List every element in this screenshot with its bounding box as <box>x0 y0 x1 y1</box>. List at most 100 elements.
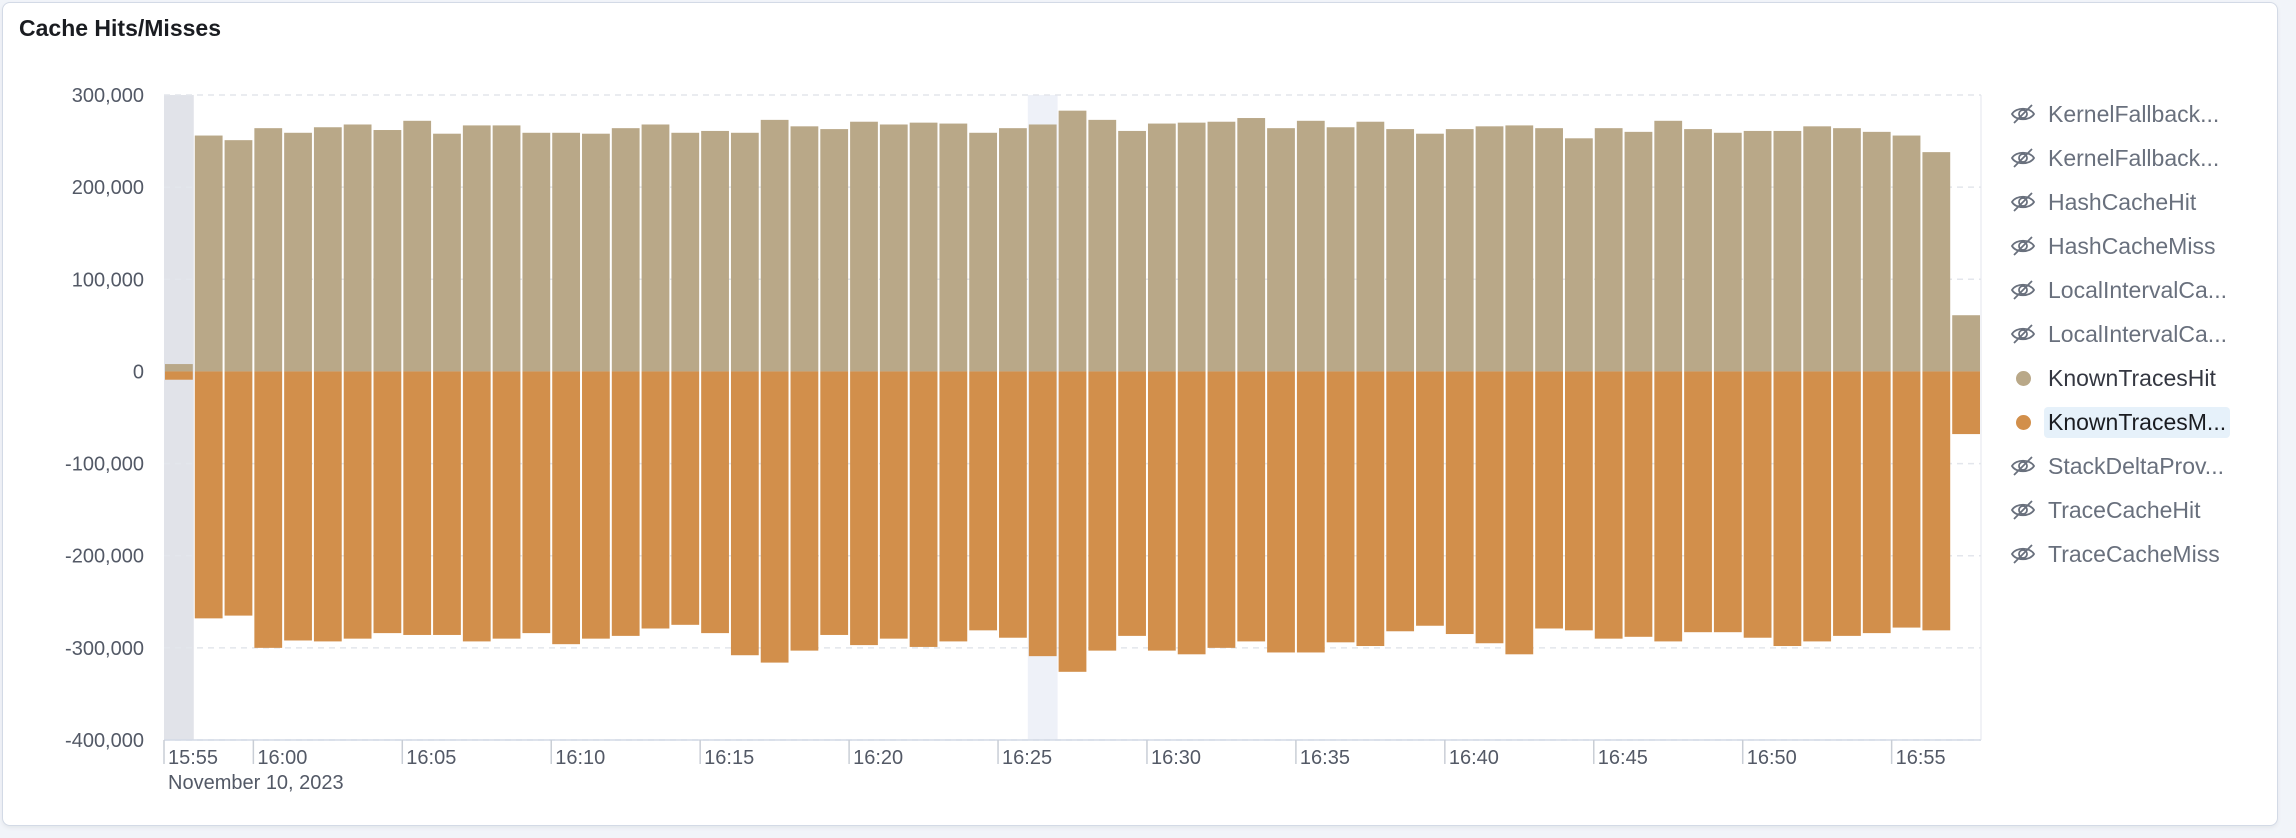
x-tick-label: 16:35 <box>1300 747 1350 769</box>
bar-knowntracesmiss <box>284 371 312 641</box>
eye-closed-icon <box>2010 99 2044 129</box>
legend-item-label: StackDeltaProv... <box>2048 452 2224 479</box>
bar-knowntraceshit <box>1803 126 1832 372</box>
legend-item[interactable]: HashCacheMiss <box>2010 224 2250 268</box>
bar-knowntracesmiss <box>1267 371 1295 653</box>
bar-knowntraceshit <box>671 132 700 372</box>
bar-knowntraceshit <box>879 124 908 372</box>
bar-knowntraceshit <box>1624 131 1653 372</box>
bar-knowntracesmiss <box>462 371 491 642</box>
bar-knowntracesmiss <box>730 371 759 656</box>
legend-item[interactable]: LocalIntervalCa... <box>2010 268 2250 312</box>
legend-item[interactable]: LocalIntervalCa... <box>2010 312 2250 356</box>
bar-knowntraceshit <box>224 140 253 372</box>
x-tick-label: 16:40 <box>1449 747 1499 769</box>
y-tick-label: 200,000 <box>72 177 144 199</box>
legend-item[interactable]: KernelFallback... <box>2010 92 2250 136</box>
legend-item[interactable]: KernelFallback... <box>2010 136 2250 180</box>
bar-knowntraceshit <box>1028 124 1057 372</box>
bar-knowntracesmiss <box>403 371 432 635</box>
legend-item[interactable]: StackDeltaProv... <box>2010 444 2250 488</box>
bar-knowntraceshit <box>1773 130 1802 372</box>
legend-item-label: TraceCacheHit <box>2048 496 2201 523</box>
x-tick-label: 16:05 <box>406 747 456 769</box>
bar-knowntraceshit <box>313 127 342 372</box>
legend-item-label: LocalIntervalCa... <box>2048 276 2227 303</box>
eye-closed-icon <box>2010 495 2044 525</box>
bar-knowntracesmiss <box>879 371 908 639</box>
y-tick-label: -400,000 <box>65 730 144 752</box>
bar-knowntracesmiss <box>1296 371 1325 653</box>
bar-knowntraceshit <box>999 128 1027 372</box>
highlight-band <box>164 95 194 740</box>
legend-item[interactable]: KnownTracesM... <box>2010 400 2250 444</box>
bar-knowntracesmiss <box>1416 371 1444 626</box>
bar-knowntracesmiss <box>1684 371 1712 633</box>
bar-knowntraceshit <box>611 128 640 372</box>
legend-item[interactable]: HashCacheHit <box>2010 180 2250 224</box>
bar-knowntraceshit <box>1594 128 1623 372</box>
bar-knowntracesmiss <box>1862 371 1891 634</box>
bar-knowntraceshit <box>1922 152 1951 372</box>
y-tick-label: -300,000 <box>65 638 144 660</box>
legend-item-label: KnownTracesHit <box>2048 364 2216 391</box>
bar-knowntraceshit <box>1147 123 1176 372</box>
legend-item[interactable]: KnownTracesHit <box>2010 356 2250 400</box>
bar-knowntracesmiss <box>760 371 789 663</box>
legend-item-label: KnownTracesM... <box>2044 406 2231 438</box>
legend-item[interactable]: TraceCacheMiss <box>2010 532 2250 576</box>
bar-knowntraceshit <box>1862 131 1891 372</box>
legend-item-label: TraceCacheMiss <box>2048 540 2220 567</box>
x-tick-label: 16:15 <box>704 747 754 769</box>
y-tick-label: -100,000 <box>65 454 144 476</box>
bar-knowntraceshit <box>1267 128 1295 372</box>
bar-knowntracesmiss <box>641 371 670 629</box>
bar-knowntracesmiss <box>492 371 521 639</box>
bar-knowntraceshit <box>403 120 432 372</box>
bar-knowntraceshit <box>194 135 223 372</box>
bar-knowntraceshit <box>641 124 670 372</box>
bar-knowntracesmiss <box>582 371 610 639</box>
bar-knowntracesmiss <box>1803 371 1832 642</box>
legend-item-label: KernelFallback... <box>2048 100 2220 127</box>
eye-closed-icon <box>2010 319 2044 349</box>
bar-knowntraceshit <box>820 129 849 372</box>
bar-knowntraceshit <box>701 130 729 372</box>
bar-knowntracesmiss <box>552 371 581 645</box>
bar-knowntraceshit <box>1833 128 1861 372</box>
x-tick-label: 15:55 <box>168 747 218 769</box>
bar-knowntracesmiss <box>969 371 998 631</box>
bar-knowntraceshit <box>969 132 998 372</box>
legend-item-label: KernelFallback... <box>2048 144 2220 171</box>
bar-knowntraceshit <box>1684 129 1712 372</box>
bar-knowntracesmiss <box>1922 371 1951 631</box>
bar-knowntraceshit <box>1952 315 1980 372</box>
bar-knowntraceshit <box>1654 120 1683 372</box>
bar-knowntraceshit <box>284 132 312 372</box>
bar-knowntracesmiss <box>1713 371 1742 633</box>
bar-knowntraceshit <box>790 126 819 372</box>
bar-knowntraceshit <box>760 119 789 372</box>
x-axis-date-label: November 10, 2023 <box>168 772 344 794</box>
bar-knowntraceshit <box>730 132 759 372</box>
eye-closed-icon <box>2010 451 2044 481</box>
series-color-dot <box>2010 407 2044 437</box>
bar-knowntraceshit <box>552 132 581 372</box>
bar-knowntracesmiss <box>850 371 878 646</box>
bar-knowntracesmiss <box>611 371 640 636</box>
legend-item[interactable]: TraceCacheHit <box>2010 488 2250 532</box>
x-tick-label: 16:20 <box>853 747 903 769</box>
bar-knowntracesmiss <box>194 371 223 619</box>
bar-knowntraceshit <box>1296 120 1325 372</box>
panel-title: Cache Hits/Misses <box>19 15 221 41</box>
bar-knowntracesmiss <box>1743 371 1772 638</box>
bar-knowntracesmiss <box>790 371 819 651</box>
bar-knowntracesmiss <box>313 371 342 642</box>
bar-knowntraceshit <box>1892 135 1921 372</box>
eye-closed-icon <box>2010 143 2044 173</box>
bar-knowntraceshit <box>165 364 193 372</box>
bar-knowntracesmiss <box>254 371 283 648</box>
bar-knowntraceshit <box>909 122 938 372</box>
x-tick-label: 16:55 <box>1896 747 1946 769</box>
bar-knowntraceshit <box>1058 110 1087 372</box>
